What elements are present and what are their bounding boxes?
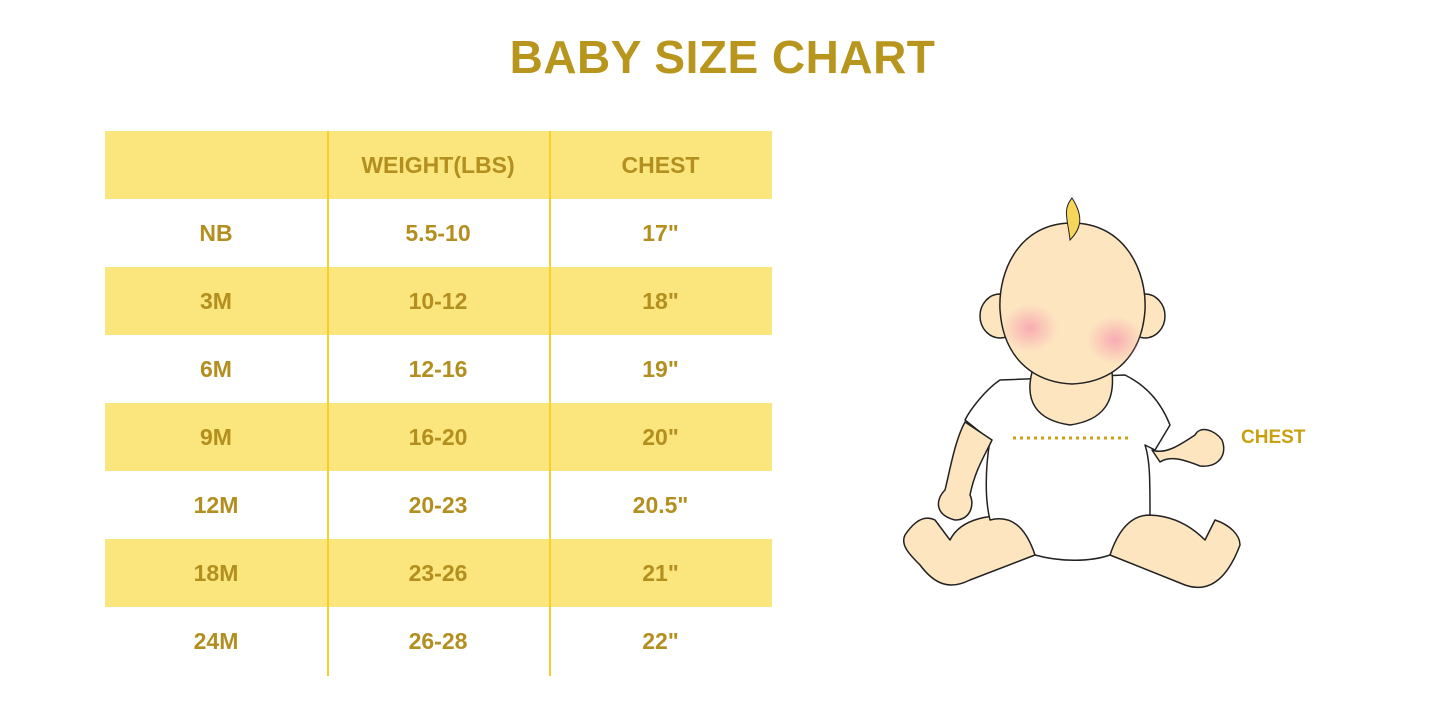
table-row: 9M 16-20 20" <box>105 403 772 471</box>
table-row: 12M 20-23 20.5" <box>105 471 772 539</box>
table-row: 18M 23-26 21" <box>105 539 772 607</box>
table-row: 3M 10-12 18" <box>105 267 772 335</box>
left-cheek <box>1002 304 1058 352</box>
chest-cell: 19" <box>642 355 679 382</box>
column-divider <box>327 131 329 676</box>
column-divider <box>549 131 551 676</box>
left-leg <box>903 515 1036 586</box>
chest-cell: 18" <box>642 287 679 314</box>
right-cheek <box>1087 316 1143 364</box>
table-header-row: WEIGHT(LBS) CHEST <box>105 131 772 199</box>
left-arm <box>937 421 993 521</box>
chest-cell: 20" <box>642 423 679 450</box>
chest-cell: 21" <box>642 559 679 586</box>
right-leg <box>1109 514 1241 589</box>
chest-cell: 20.5" <box>632 491 689 518</box>
weight-cell: 20-23 <box>408 491 468 518</box>
neck <box>1029 371 1114 426</box>
size-cell: NB <box>199 219 233 246</box>
chest-label: CHEST <box>1241 427 1306 448</box>
header-chest: CHEST <box>621 151 700 178</box>
size-cell: 9M <box>200 423 232 450</box>
size-cell: 18M <box>193 559 239 586</box>
size-cell: 3M <box>200 287 232 314</box>
size-table: WEIGHT(LBS) CHEST NB 5.5-10 17" 3M 10-12… <box>105 131 772 675</box>
weight-cell: 5.5-10 <box>405 219 471 246</box>
weight-cell: 23-26 <box>408 559 468 586</box>
right-arm <box>1151 428 1225 467</box>
header-weight: WEIGHT(LBS) <box>361 151 515 178</box>
size-cell: 24M <box>193 627 239 654</box>
page-title: BABY SIZE CHART <box>509 31 936 83</box>
table-row: 6M 12-16 19" <box>105 335 772 403</box>
weight-cell: 16-20 <box>408 423 468 450</box>
size-cell: 6M <box>200 355 232 382</box>
weight-cell: 12-16 <box>408 355 468 382</box>
weight-cell: 10-12 <box>408 287 468 314</box>
table-row: 24M 26-28 22" <box>105 607 772 675</box>
hair-curl <box>1065 197 1081 242</box>
size-cell: 12M <box>193 491 239 518</box>
chest-cell: 22" <box>642 627 679 654</box>
onesie <box>964 374 1171 561</box>
table-row: NB 5.5-10 17" <box>105 199 772 267</box>
weight-cell: 26-28 <box>408 627 468 654</box>
chest-cell: 17" <box>642 219 679 246</box>
